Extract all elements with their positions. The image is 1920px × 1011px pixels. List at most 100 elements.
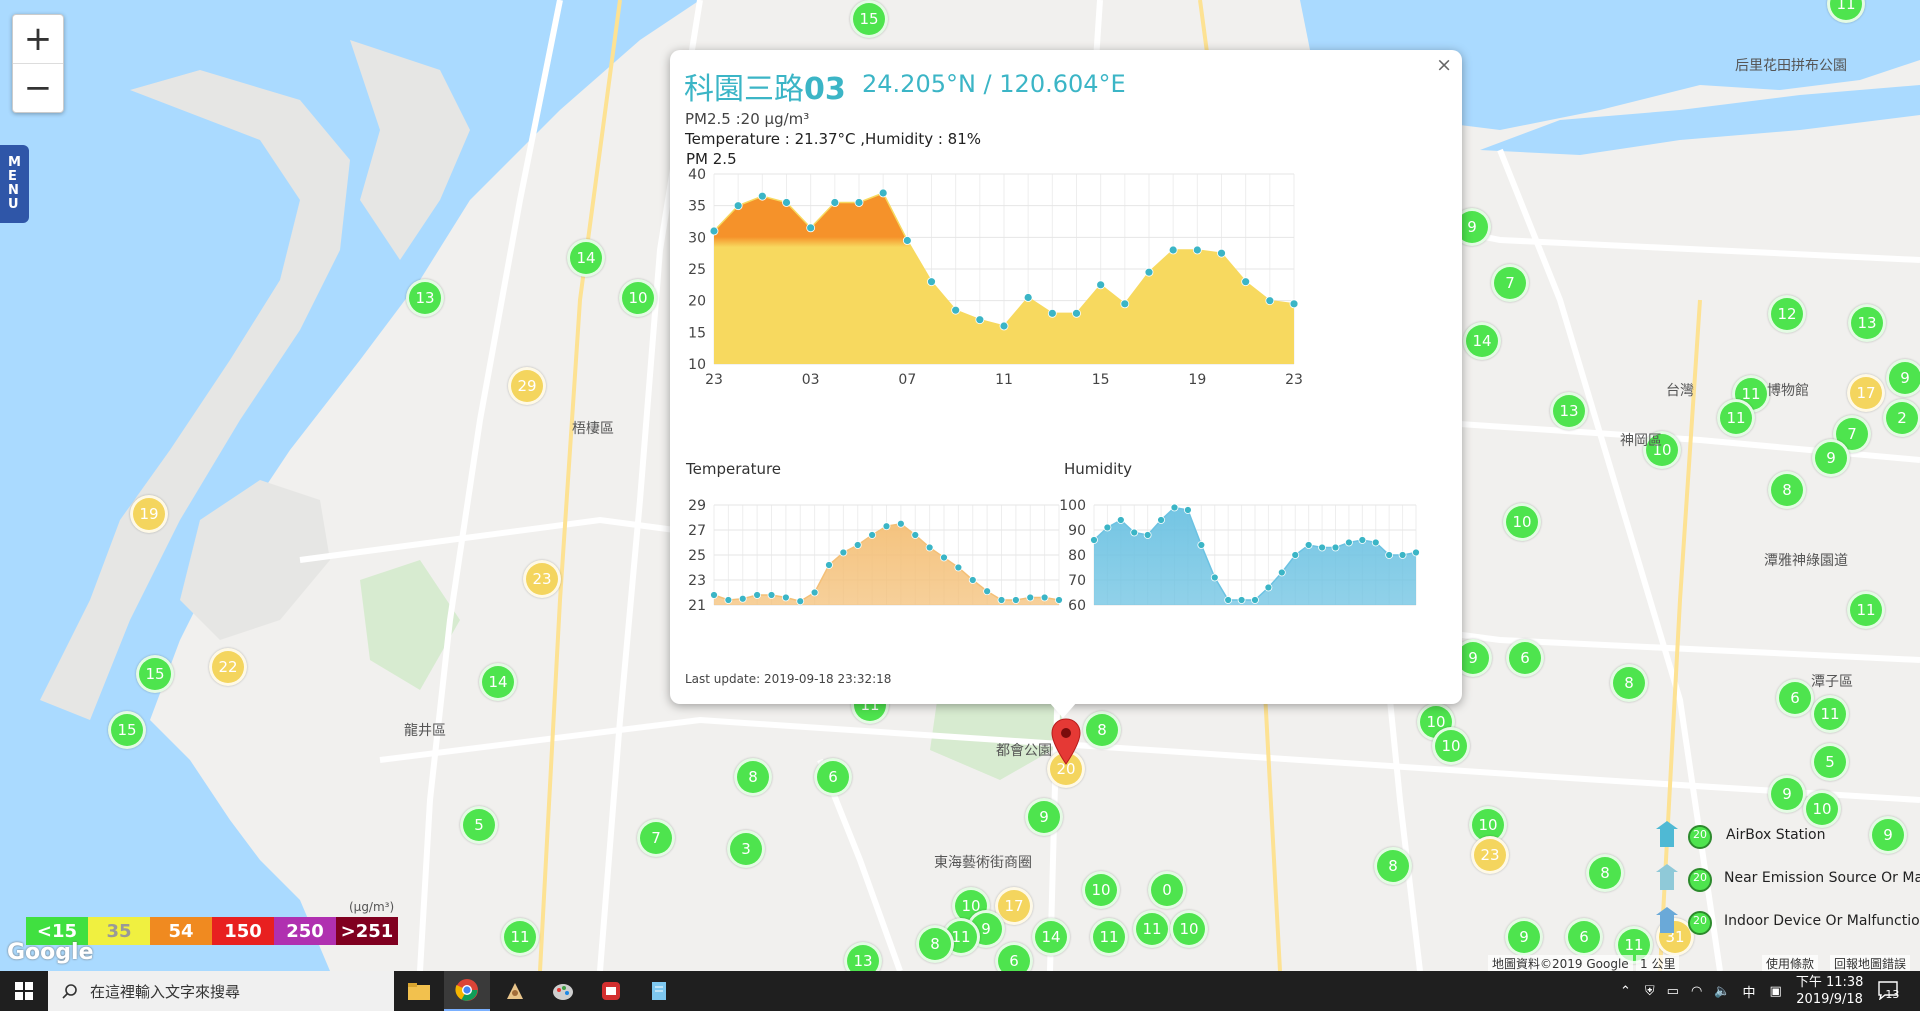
station-marker[interactable]: 8 [916, 925, 954, 963]
station-marker[interactable]: 0 [1148, 871, 1186, 909]
network-icon[interactable]: ◠ [1690, 983, 1703, 999]
station-marker[interactable]: 17 [1847, 374, 1885, 412]
chrome-icon[interactable] [444, 971, 490, 1011]
station-type-badge: 20 [1693, 871, 1707, 884]
app-icon-2[interactable] [588, 971, 634, 1011]
station-marker[interactable]: 6 [1506, 639, 1544, 677]
station-marker[interactable]: 11 [501, 918, 539, 956]
station-marker[interactable]: 13 [1550, 392, 1588, 430]
station-marker[interactable]: 8 [1374, 847, 1412, 885]
station-marker[interactable]: 10 [619, 279, 657, 317]
station-marker[interactable]: 14 [1032, 918, 1070, 956]
x-tick-label: 23 [705, 372, 723, 388]
station-marker[interactable]: 9 [1505, 918, 1543, 956]
taskbar-search[interactable]: 在這裡輸入文字來搜尋 [48, 971, 394, 1011]
station-marker[interactable]: 31 [1656, 918, 1694, 956]
station-marker[interactable]: 9 [1869, 816, 1907, 854]
station-marker[interactable]: 13 [844, 942, 882, 971]
data-point [940, 553, 948, 562]
station-marker[interactable]: 7 [1491, 264, 1529, 302]
paint-icon[interactable] [540, 971, 586, 1011]
data-point [1210, 573, 1219, 582]
notepad-icon[interactable] [636, 971, 682, 1011]
station-marker[interactable]: 6 [995, 942, 1033, 971]
clock[interactable]: 下午 11:38 2019/9/18 [1796, 974, 1864, 1008]
station-marker[interactable]: 9 [1025, 798, 1063, 836]
station-marker[interactable]: 15 [108, 711, 146, 749]
file-explorer-icon[interactable] [396, 971, 442, 1011]
station-marker[interactable]: 10 [1170, 910, 1208, 948]
station-marker[interactable]: 11 [1090, 918, 1128, 956]
station-marker[interactable]: 6 [1776, 679, 1814, 717]
app-icon-1[interactable] [492, 971, 538, 1011]
data-point [968, 576, 977, 584]
station-marker[interactable]: 9 [1812, 439, 1850, 477]
station-marker[interactable]: 10 [1469, 806, 1507, 844]
station-marker[interactable]: 23 [523, 560, 561, 598]
station-marker[interactable]: 14 [567, 239, 605, 277]
station-marker[interactable]: 10 [1643, 431, 1681, 469]
station-marker[interactable]: 19 [130, 495, 168, 533]
station-marker[interactable]: 14 [479, 663, 517, 701]
station-marker[interactable]: 8 [1610, 664, 1648, 702]
station-marker[interactable]: 3 [727, 830, 765, 868]
station-marker[interactable]: 10 [1432, 727, 1470, 765]
station-marker[interactable]: 23 [1471, 836, 1509, 874]
station-marker[interactable]: 14 [1463, 322, 1501, 360]
station-marker[interactable]: 8 [734, 758, 772, 796]
station-marker[interactable]: 9 [1768, 775, 1806, 813]
place-label: 台灣 [1666, 383, 1694, 399]
report-error-link[interactable]: 回報地圖錯誤 [1830, 955, 1911, 971]
station-marker[interactable]: 22 [209, 648, 247, 686]
station-marker[interactable]: 6 [814, 758, 852, 796]
data-point [1026, 593, 1035, 602]
station-marker[interactable]: 12 [1768, 295, 1806, 333]
station-marker[interactable]: 15 [850, 0, 888, 38]
station-marker[interactable]: 7 [1833, 415, 1871, 453]
station-marker[interactable]: 7 [637, 819, 675, 857]
data-point [1371, 538, 1380, 547]
zoom-in-button[interactable]: + [13, 15, 63, 64]
station-marker[interactable]: 5 [460, 806, 498, 844]
station-marker[interactable]: 10 [1803, 790, 1841, 828]
station-marker[interactable]: 11 [942, 918, 980, 956]
station-marker[interactable]: 9 [1886, 359, 1920, 397]
volume-icon[interactable]: 🔈 [1714, 983, 1731, 999]
y-tick-label: 100 [1059, 498, 1086, 514]
station-marker[interactable]: 6 [1565, 918, 1603, 956]
station-marker[interactable]: 11 [1847, 591, 1885, 629]
map-pin-icon[interactable] [1050, 718, 1082, 766]
data-point [1398, 551, 1407, 559]
station-marker[interactable]: 11 [1133, 910, 1171, 948]
zoom-out-button[interactable]: − [23, 68, 53, 108]
station-marker[interactable]: 11 [1717, 399, 1755, 437]
station-marker[interactable]: 8 [1586, 854, 1624, 892]
battery-icon[interactable]: ▭ [1666, 983, 1679, 999]
close-icon[interactable]: × [1436, 54, 1452, 76]
station-marker[interactable]: 10 [1503, 503, 1541, 541]
station-marker[interactable]: 15 [136, 655, 174, 693]
chevron-up-icon[interactable]: ⌃ [1620, 983, 1631, 999]
terms-link[interactable]: 使用條款 [1762, 955, 1819, 971]
ime-indicator[interactable]: 中 [1742, 985, 1756, 1001]
station-type-badge: 20 [1693, 828, 1707, 841]
station-marker[interactable]: 2 [1883, 399, 1920, 437]
station-type-label: Near Emission Source Or Malfunction [1724, 870, 1920, 886]
keyboard-icon[interactable]: ▣ [1769, 983, 1782, 999]
station-marker[interactable]: 10 [1082, 871, 1120, 909]
start-button[interactable] [0, 971, 48, 1011]
security-icon[interactable]: ⛨ [1644, 983, 1655, 999]
station-marker[interactable]: 8 [1768, 471, 1806, 509]
station-marker[interactable]: 29 [508, 367, 546, 405]
data-point [1358, 536, 1367, 544]
y-tick-label: 25 [688, 262, 706, 278]
area-fill [1094, 507, 1416, 605]
station-marker[interactable]: 13 [406, 279, 444, 317]
station-marker[interactable]: 5 [1811, 743, 1849, 781]
station-marker[interactable]: 13 [1848, 304, 1886, 342]
station-marker[interactable]: 11 [1811, 695, 1849, 733]
station-marker[interactable]: 8 [1083, 711, 1121, 749]
temp-humidity-reading: Temperature : 21.37°C ,Humidity : 81% [685, 130, 982, 148]
notification-icon[interactable]: 13 [1877, 980, 1903, 1002]
